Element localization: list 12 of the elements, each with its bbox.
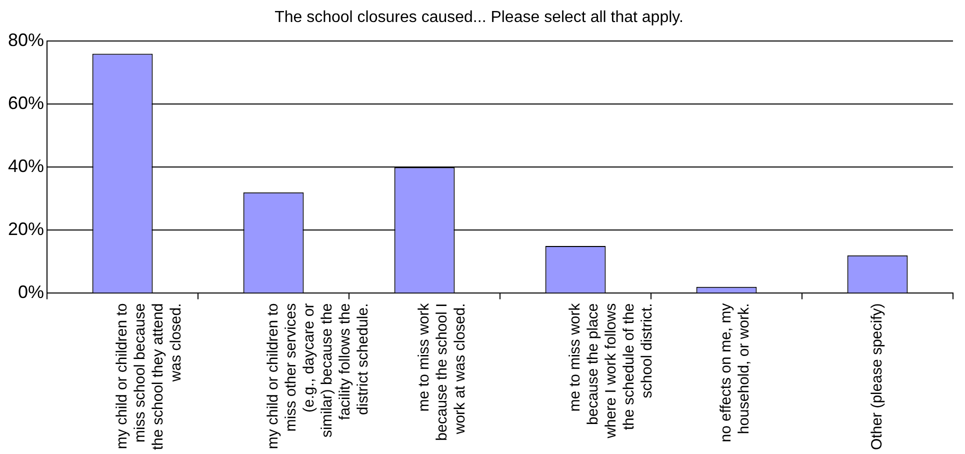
chart-title: The school closures caused... Please select all that apply. [274,9,684,26]
y-tick-label: 40% [8,156,44,176]
y-tick-label: 20% [8,219,44,240]
x-tick-label: me to miss work because the place where I work follows the schedule of the school district. [566,302,656,440]
x-tick-label: me to miss work because the school I work at was closed. [416,302,469,441]
y-tick-label: 60% [8,93,44,114]
x-tick-label: Other (please specify) [868,303,886,450]
x-tick-label: my child or children to miss other services (e.g., daycare or similar) because the facility follows the district schedule. [264,303,372,450]
y-tick-label: 0% [18,282,44,302]
y-tick-label: 80% [8,30,44,50]
x-tick-label: no effects on me, my household, or work. [718,302,753,442]
x-tick-label: my child or children to miss school because the school they attend was closed. [114,303,185,450]
